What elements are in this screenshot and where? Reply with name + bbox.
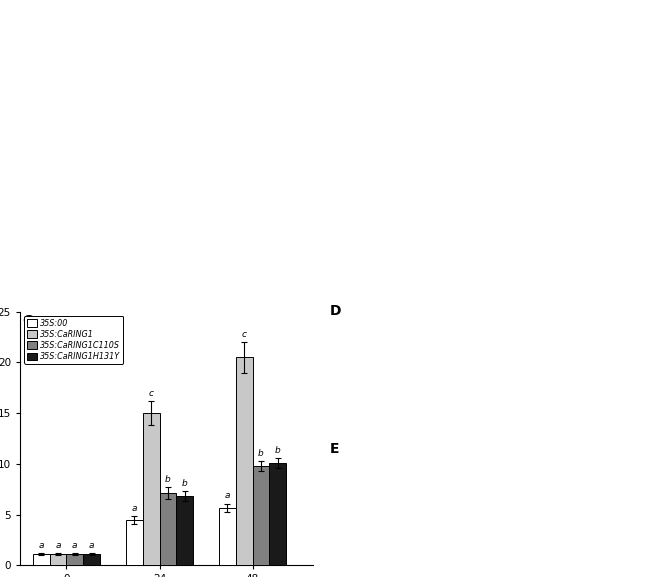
Bar: [160, 493, 176, 565]
Text: B: B: [340, 9, 350, 23]
Text: c: c: [149, 389, 154, 398]
Bar: [143, 413, 160, 565]
Bar: [176, 496, 193, 565]
Text: a: a: [89, 541, 95, 550]
Bar: [126, 520, 143, 565]
Bar: [67, 554, 83, 565]
Text: D: D: [330, 304, 341, 318]
Text: a: a: [72, 541, 78, 550]
Bar: [236, 357, 252, 565]
Text: a: a: [224, 492, 230, 500]
Bar: [33, 554, 50, 565]
Bar: [252, 466, 269, 565]
Text: a: a: [132, 504, 137, 512]
Text: b: b: [165, 475, 170, 484]
Text: b: b: [258, 449, 264, 458]
Bar: [269, 463, 286, 565]
Text: c: c: [242, 330, 246, 339]
Text: a: a: [39, 541, 44, 550]
Text: E: E: [330, 443, 339, 456]
Text: A: A: [7, 9, 17, 23]
Legend: 35S:00, 35S:CaRING1, 35S:CaRING1C110S, 35S:CaRING1H131Y: 35S:00, 35S:CaRING1, 35S:CaRING1C110S, 3…: [24, 316, 123, 364]
Text: b: b: [275, 446, 280, 455]
Text: a: a: [55, 541, 61, 550]
Bar: [50, 554, 67, 565]
Bar: [83, 554, 100, 565]
Text: b: b: [182, 479, 188, 488]
Text: C: C: [22, 314, 32, 328]
Bar: [219, 508, 236, 565]
